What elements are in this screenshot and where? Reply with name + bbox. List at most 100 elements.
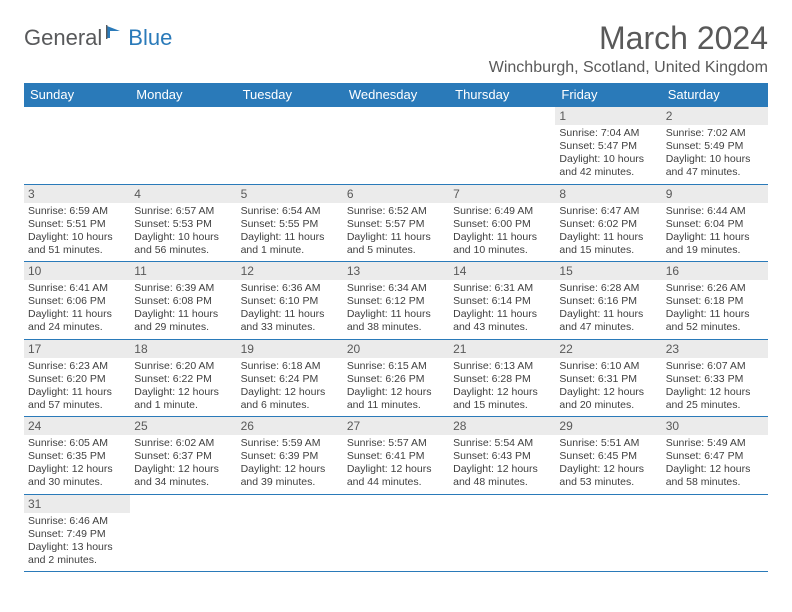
day-info: Sunrise: 6:57 AMSunset: 5:53 PMDaylight:…	[130, 203, 236, 262]
sunset-text: Sunset: 6:00 PM	[453, 218, 551, 231]
sunrise-text: Sunrise: 6:26 AM	[666, 282, 764, 295]
calendar-cell: 7Sunrise: 6:49 AMSunset: 6:00 PMDaylight…	[449, 184, 555, 262]
day-number: 4	[130, 185, 236, 203]
day-number: 6	[343, 185, 449, 203]
day-number: 7	[449, 185, 555, 203]
sunset-text: Sunset: 6:10 PM	[241, 295, 339, 308]
daylight-text: Daylight: 11 hours and 19 minutes.	[666, 231, 764, 257]
sunrise-text: Sunrise: 5:59 AM	[241, 437, 339, 450]
sunset-text: Sunset: 6:18 PM	[666, 295, 764, 308]
day-info: Sunrise: 5:49 AMSunset: 6:47 PMDaylight:…	[662, 435, 768, 494]
calendar-cell: 5Sunrise: 6:54 AMSunset: 5:55 PMDaylight…	[237, 184, 343, 262]
calendar-body: ..........1Sunrise: 7:04 AMSunset: 5:47 …	[24, 107, 768, 572]
sunrise-text: Sunrise: 6:54 AM	[241, 205, 339, 218]
daylight-text: Daylight: 12 hours and 44 minutes.	[347, 463, 445, 489]
daylight-text: Daylight: 12 hours and 53 minutes.	[559, 463, 657, 489]
day-info: Sunrise: 6:07 AMSunset: 6:33 PMDaylight:…	[662, 358, 768, 417]
daylight-text: Daylight: 11 hours and 24 minutes.	[28, 308, 126, 334]
sunset-text: Sunset: 6:43 PM	[453, 450, 551, 463]
calendar-cell: 9Sunrise: 6:44 AMSunset: 6:04 PMDaylight…	[662, 184, 768, 262]
sunrise-text: Sunrise: 6:02 AM	[134, 437, 232, 450]
calendar-row: 24Sunrise: 6:05 AMSunset: 6:35 PMDayligh…	[24, 417, 768, 495]
day-info: Sunrise: 6:02 AMSunset: 6:37 PMDaylight:…	[130, 435, 236, 494]
day-number: 16	[662, 262, 768, 280]
sunrise-text: Sunrise: 6:15 AM	[347, 360, 445, 373]
sunset-text: Sunset: 7:49 PM	[28, 528, 126, 541]
calendar-cell: ..	[130, 494, 236, 572]
daylight-text: Daylight: 11 hours and 43 minutes.	[453, 308, 551, 334]
calendar-row: 17Sunrise: 6:23 AMSunset: 6:20 PMDayligh…	[24, 339, 768, 417]
sunset-text: Sunset: 5:53 PM	[134, 218, 232, 231]
daylight-text: Daylight: 12 hours and 6 minutes.	[241, 386, 339, 412]
day-info: Sunrise: 7:02 AMSunset: 5:49 PMDaylight:…	[662, 125, 768, 184]
weekday-header: Thursday	[449, 83, 555, 107]
calendar-cell: 1Sunrise: 7:04 AMSunset: 5:47 PMDaylight…	[555, 107, 661, 185]
daylight-text: Daylight: 11 hours and 47 minutes.	[559, 308, 657, 334]
daylight-text: Daylight: 13 hours and 2 minutes.	[28, 541, 126, 567]
weekday-header: Monday	[130, 83, 236, 107]
sunset-text: Sunset: 6:35 PM	[28, 450, 126, 463]
calendar-row: ..........1Sunrise: 7:04 AMSunset: 5:47 …	[24, 107, 768, 185]
calendar-cell: 11Sunrise: 6:39 AMSunset: 6:08 PMDayligh…	[130, 262, 236, 340]
calendar-cell: 22Sunrise: 6:10 AMSunset: 6:31 PMDayligh…	[555, 339, 661, 417]
calendar-cell: ..	[343, 494, 449, 572]
sunset-text: Sunset: 6:28 PM	[453, 373, 551, 386]
calendar-cell: 29Sunrise: 5:51 AMSunset: 6:45 PMDayligh…	[555, 417, 661, 495]
sunset-text: Sunset: 6:06 PM	[28, 295, 126, 308]
sunset-text: Sunset: 6:31 PM	[559, 373, 657, 386]
day-info: Sunrise: 6:59 AMSunset: 5:51 PMDaylight:…	[24, 203, 130, 262]
daylight-text: Daylight: 12 hours and 39 minutes.	[241, 463, 339, 489]
day-info: Sunrise: 6:49 AMSunset: 6:00 PMDaylight:…	[449, 203, 555, 262]
sunrise-text: Sunrise: 6:39 AM	[134, 282, 232, 295]
weekday-header-row: Sunday Monday Tuesday Wednesday Thursday…	[24, 83, 768, 107]
day-info: Sunrise: 6:15 AMSunset: 6:26 PMDaylight:…	[343, 358, 449, 417]
sunrise-text: Sunrise: 6:23 AM	[28, 360, 126, 373]
sunrise-text: Sunrise: 7:04 AM	[559, 127, 657, 140]
day-number: 9	[662, 185, 768, 203]
calendar-cell: 2Sunrise: 7:02 AMSunset: 5:49 PMDaylight…	[662, 107, 768, 185]
daylight-text: Daylight: 11 hours and 10 minutes.	[453, 231, 551, 257]
calendar-cell: 27Sunrise: 5:57 AMSunset: 6:41 PMDayligh…	[343, 417, 449, 495]
sunset-text: Sunset: 6:24 PM	[241, 373, 339, 386]
day-info: Sunrise: 6:39 AMSunset: 6:08 PMDaylight:…	[130, 280, 236, 339]
day-info: Sunrise: 6:05 AMSunset: 6:35 PMDaylight:…	[24, 435, 130, 494]
weekday-header: Tuesday	[237, 83, 343, 107]
day-info: Sunrise: 5:59 AMSunset: 6:39 PMDaylight:…	[237, 435, 343, 494]
day-number: 24	[24, 417, 130, 435]
calendar-cell: 30Sunrise: 5:49 AMSunset: 6:47 PMDayligh…	[662, 417, 768, 495]
weekday-header: Wednesday	[343, 83, 449, 107]
day-info: Sunrise: 6:18 AMSunset: 6:24 PMDaylight:…	[237, 358, 343, 417]
daylight-text: Daylight: 11 hours and 38 minutes.	[347, 308, 445, 334]
sunset-text: Sunset: 6:39 PM	[241, 450, 339, 463]
day-info: Sunrise: 5:57 AMSunset: 6:41 PMDaylight:…	[343, 435, 449, 494]
day-info: Sunrise: 6:13 AMSunset: 6:28 PMDaylight:…	[449, 358, 555, 417]
calendar-cell: 26Sunrise: 5:59 AMSunset: 6:39 PMDayligh…	[237, 417, 343, 495]
day-number: 3	[24, 185, 130, 203]
calendar-cell: ..	[555, 494, 661, 572]
day-info: Sunrise: 6:41 AMSunset: 6:06 PMDaylight:…	[24, 280, 130, 339]
calendar-cell: 25Sunrise: 6:02 AMSunset: 6:37 PMDayligh…	[130, 417, 236, 495]
sunrise-text: Sunrise: 6:59 AM	[28, 205, 126, 218]
daylight-text: Daylight: 10 hours and 56 minutes.	[134, 231, 232, 257]
day-info: Sunrise: 6:23 AMSunset: 6:20 PMDaylight:…	[24, 358, 130, 417]
calendar-table: Sunday Monday Tuesday Wednesday Thursday…	[24, 83, 768, 572]
day-number: 22	[555, 340, 661, 358]
sunset-text: Sunset: 6:41 PM	[347, 450, 445, 463]
calendar-cell: 19Sunrise: 6:18 AMSunset: 6:24 PMDayligh…	[237, 339, 343, 417]
calendar-cell: ..	[449, 107, 555, 185]
sunrise-text: Sunrise: 6:13 AM	[453, 360, 551, 373]
sunset-text: Sunset: 5:49 PM	[666, 140, 764, 153]
day-info: Sunrise: 6:52 AMSunset: 5:57 PMDaylight:…	[343, 203, 449, 262]
daylight-text: Daylight: 12 hours and 25 minutes.	[666, 386, 764, 412]
title-block: March 2024 Winchburgh, Scotland, United …	[489, 20, 768, 77]
calendar-cell: ..	[130, 107, 236, 185]
day-number: 31	[24, 495, 130, 513]
calendar-cell: 15Sunrise: 6:28 AMSunset: 6:16 PMDayligh…	[555, 262, 661, 340]
sunset-text: Sunset: 5:55 PM	[241, 218, 339, 231]
day-info: Sunrise: 6:47 AMSunset: 6:02 PMDaylight:…	[555, 203, 661, 262]
flag-icon	[106, 24, 126, 45]
calendar-cell: ..	[24, 107, 130, 185]
day-info: Sunrise: 6:36 AMSunset: 6:10 PMDaylight:…	[237, 280, 343, 339]
daylight-text: Daylight: 12 hours and 58 minutes.	[666, 463, 764, 489]
calendar-cell: 20Sunrise: 6:15 AMSunset: 6:26 PMDayligh…	[343, 339, 449, 417]
